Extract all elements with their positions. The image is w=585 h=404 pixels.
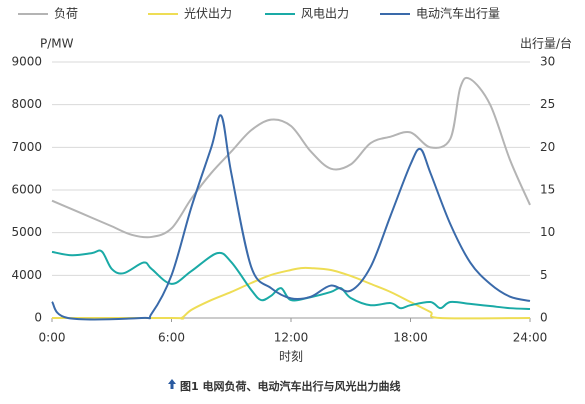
x-tick-label: 6:00 — [158, 331, 185, 345]
y-tick-label: 8000 — [11, 97, 42, 111]
x-axis-label: 时刻 — [279, 350, 303, 364]
y-tick-label: 5000 — [11, 225, 42, 239]
y2-tick-label: 0 — [540, 311, 548, 325]
caption-icon — [168, 379, 176, 389]
x-tick-label: 12:00 — [274, 331, 309, 345]
y-tick-label: 9000 — [11, 55, 42, 69]
y-tick-label: 7000 — [11, 140, 42, 154]
y2-tick-label: 15 — [540, 183, 555, 197]
series-line — [52, 266, 531, 320]
legend-label: 负荷 — [54, 7, 78, 21]
y2-tick-label: 30 — [540, 55, 555, 69]
x-tick-label: 0:00 — [39, 331, 66, 345]
series-line — [51, 114, 531, 321]
y2-tick-label: 25 — [540, 97, 555, 111]
legend-label: 光伏出力 — [184, 7, 232, 21]
y2-axis-label: 出行量/台 — [520, 36, 572, 51]
y2-tick-label: 5 — [540, 268, 548, 282]
x-tick-label: 24:00 — [513, 331, 548, 345]
legend-label: 风电出力 — [301, 7, 349, 21]
y-tick-label: 0 — [34, 311, 42, 325]
y-tick-label: 4000 — [11, 268, 42, 282]
y-tick-label: 6000 — [11, 183, 42, 197]
y2-tick-label: 20 — [540, 140, 555, 154]
y-axis-label: P/MW — [40, 37, 74, 51]
y2-tick-label: 10 — [540, 225, 555, 239]
legend-label: 电动汽车出行量 — [416, 6, 500, 21]
x-tick-label: 18:00 — [393, 331, 428, 345]
series-line — [51, 76, 531, 239]
series-line — [51, 249, 531, 311]
caption: 图1 电网负荷、电动汽车出行与风光出力曲线 — [180, 379, 400, 393]
